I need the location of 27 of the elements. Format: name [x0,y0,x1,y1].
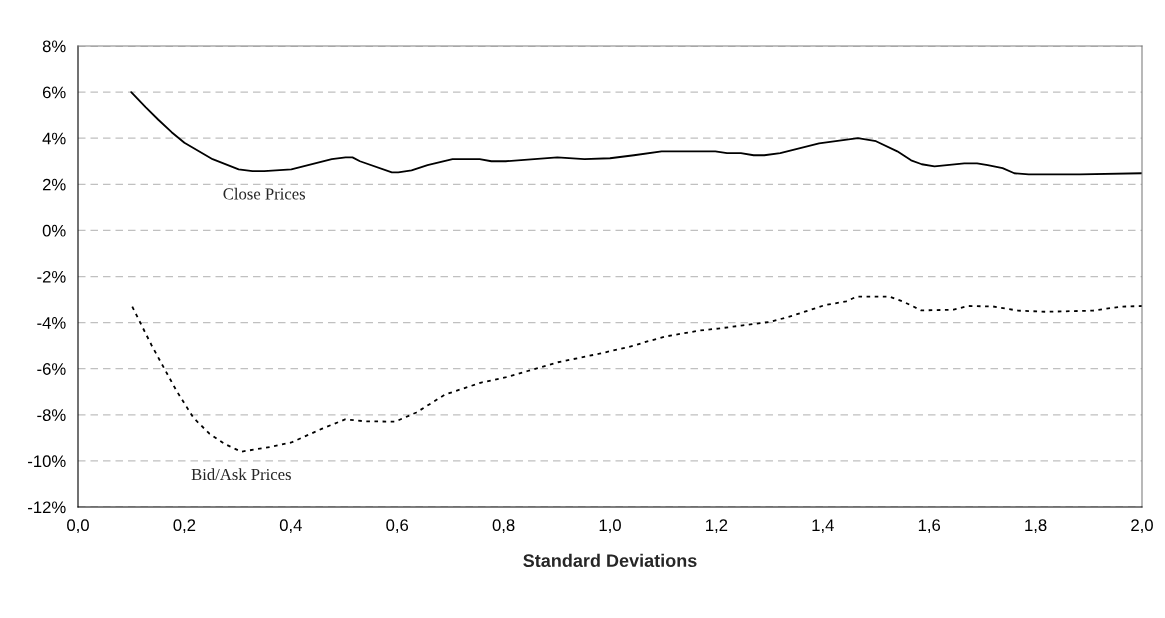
x-tick-label: 0,8 [492,519,515,534]
x-tick-label: 1,6 [918,519,941,534]
x-tick-label: 1,0 [599,519,621,534]
series-label: Bid/Ask Prices [191,468,291,481]
y-tick-label: -8% [37,409,66,421]
y-tick-label: 6% [42,86,66,99]
series-label: Close Prices [223,187,306,200]
y-tick-label: 4% [42,132,66,145]
x-tick-label: 0,0 [67,519,89,534]
y-tick-label: 2% [42,178,66,191]
x-tick-label: 1,8 [1025,519,1047,534]
y-tick-label: -10% [28,455,66,468]
y-tick-label: -12% [28,501,66,514]
x-tick-label: 2,0 [1131,519,1153,534]
y-tick-label: -6% [37,363,66,375]
y-tick-label: 0% [42,224,66,237]
x-tick-label: 1,2 [706,519,728,534]
x-tick-label: 1,4 [812,519,834,534]
line-series [130,91,1142,176]
y-tick-label: -4% [37,317,66,329]
x-tick-label: 0,6 [386,519,409,534]
x-tick-label: 0,4 [279,519,302,534]
line-series [131,295,1142,453]
y-tick-label: -2% [37,270,66,283]
y-tick-label: 8% [42,40,66,53]
x-tick-label: 0,2 [173,519,196,534]
x-axis-title: Standard Deviations [523,553,697,568]
